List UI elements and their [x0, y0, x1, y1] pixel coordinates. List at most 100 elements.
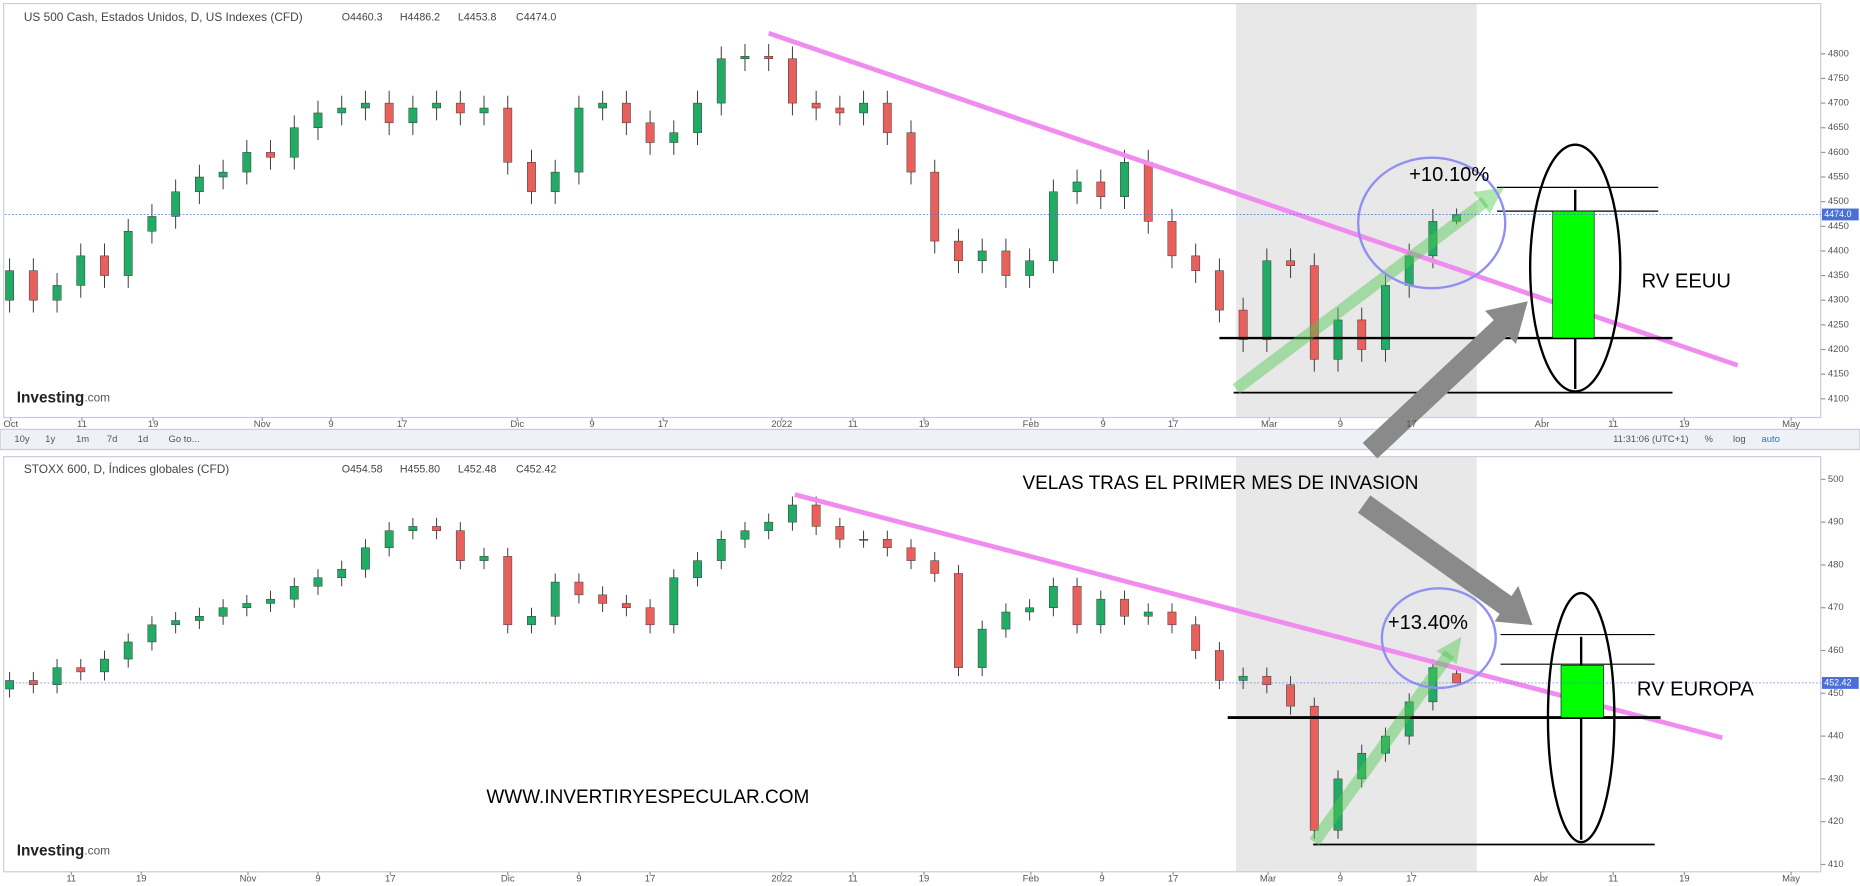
candle-body	[1096, 181, 1106, 197]
market-label: RV EUROPA	[1637, 679, 1754, 701]
gain-label: +13.40%	[1388, 612, 1468, 634]
candle-body	[1215, 270, 1224, 311]
candle-body	[384, 530, 394, 549]
x-tick-label: 9	[1338, 873, 1343, 884]
candle-body	[1096, 598, 1106, 626]
option-button[interactable]: log	[1733, 434, 1746, 445]
candle-body	[313, 112, 323, 128]
y-tick-label: 490	[1828, 517, 1844, 528]
candle-body	[1452, 673, 1462, 684]
candle-body	[455, 102, 465, 114]
x-tick-label: Dic	[501, 873, 515, 884]
candle-body	[5, 270, 14, 301]
x-tick-label: 9	[315, 873, 320, 884]
x-tick-label: Abr	[1535, 419, 1550, 430]
y-tick-label: 4650	[1828, 122, 1849, 133]
x-tick-label: 9	[328, 419, 333, 430]
option-button[interactable]: auto	[1761, 434, 1779, 445]
candle-body	[242, 152, 252, 173]
candle-body	[764, 521, 774, 531]
candle-body	[716, 539, 726, 561]
candle-body	[1333, 319, 1343, 360]
candle-body	[123, 641, 133, 660]
x-tick-label: 17	[658, 419, 669, 430]
candle-body	[1001, 250, 1011, 276]
candle-body	[788, 58, 797, 104]
candle-body	[977, 628, 987, 668]
candle-body	[171, 620, 181, 626]
candle-body	[1001, 611, 1011, 630]
y-tick-label: 410	[1828, 859, 1844, 870]
candle-body	[242, 603, 252, 608]
candle-body	[811, 102, 821, 109]
candle-body	[1262, 675, 1272, 685]
headline: VELAS TRAS EL PRIMER MES DE INVASION	[1023, 473, 1419, 494]
x-tick-label: Dic	[510, 419, 524, 430]
x-tick-label: 11	[1608, 873, 1618, 884]
x-tick-label: 9	[1099, 873, 1104, 884]
range-button[interactable]: 7d	[107, 434, 118, 445]
candle-body	[716, 58, 726, 104]
candle-body	[384, 102, 394, 124]
arrow-head	[1485, 301, 1528, 344]
rise-arrow	[1309, 650, 1455, 846]
candle-body	[28, 270, 38, 301]
range-button[interactable]: 10y	[14, 434, 30, 445]
y-tick-label: 4150	[1828, 369, 1849, 380]
candle-body	[361, 547, 370, 570]
rise-arrow	[1232, 196, 1489, 394]
chart-title: STOXX 600, D, Índices globales (CFD)	[24, 461, 229, 476]
candle-body	[1238, 675, 1248, 681]
candle-body	[1309, 265, 1319, 360]
candle-body	[621, 102, 631, 124]
candle-body	[1428, 667, 1438, 703]
y-tick-label: 4400	[1828, 245, 1849, 256]
candle-body	[337, 568, 347, 578]
plot-frame	[3, 456, 1822, 873]
range-button[interactable]: 1m	[76, 434, 89, 445]
candle-body	[1143, 161, 1153, 222]
range-button[interactable]: 1d	[138, 434, 149, 445]
option-button[interactable]: %	[1705, 434, 1714, 445]
x-tick-label: 17	[1168, 419, 1179, 430]
candle-body	[1309, 705, 1319, 831]
x-tick-label: 17	[645, 873, 656, 884]
brand: Investing.com	[17, 843, 110, 860]
candle-body	[1025, 260, 1035, 276]
highlight-ellipse	[1380, 587, 1497, 690]
candle-body	[479, 107, 489, 114]
ohlc-value: L452.48	[458, 463, 497, 475]
x-tick-label: 2022	[771, 419, 792, 430]
candle-body	[5, 680, 14, 690]
range-button[interactable]: Go to...	[169, 434, 200, 445]
range-button[interactable]: 1y	[45, 434, 55, 445]
x-tick-label: 11	[848, 873, 858, 884]
ohlc-value: O454.58	[342, 463, 383, 475]
candle-body	[1072, 586, 1082, 626]
candle-body	[1357, 752, 1367, 780]
candle-body	[76, 255, 86, 286]
candle-body	[1120, 598, 1129, 617]
candle-body	[361, 102, 370, 109]
x-tick-label: Nov	[240, 873, 257, 884]
toolbar	[0, 428, 1860, 451]
y-tick-label: 4300	[1828, 295, 1849, 306]
candle-body	[100, 255, 109, 276]
candle-body	[266, 598, 275, 604]
x-tick-label: Mar	[1261, 419, 1277, 430]
pointer-arrow	[1357, 495, 1516, 616]
candle-body	[289, 127, 299, 158]
arrow-head	[1494, 585, 1533, 626]
x-tick-label: Nov	[254, 419, 271, 430]
candle-body	[669, 577, 679, 626]
candle-body	[194, 616, 204, 621]
summary-candle	[1560, 665, 1604, 718]
candle-body	[479, 556, 489, 561]
y-tick-label: 4500	[1828, 196, 1849, 207]
candle-body	[598, 594, 608, 604]
candle-body	[1286, 684, 1295, 707]
candle-body	[1048, 191, 1058, 262]
candle-body	[432, 102, 441, 109]
candle-body	[621, 603, 631, 608]
x-tick-label: Feb	[1023, 419, 1039, 430]
